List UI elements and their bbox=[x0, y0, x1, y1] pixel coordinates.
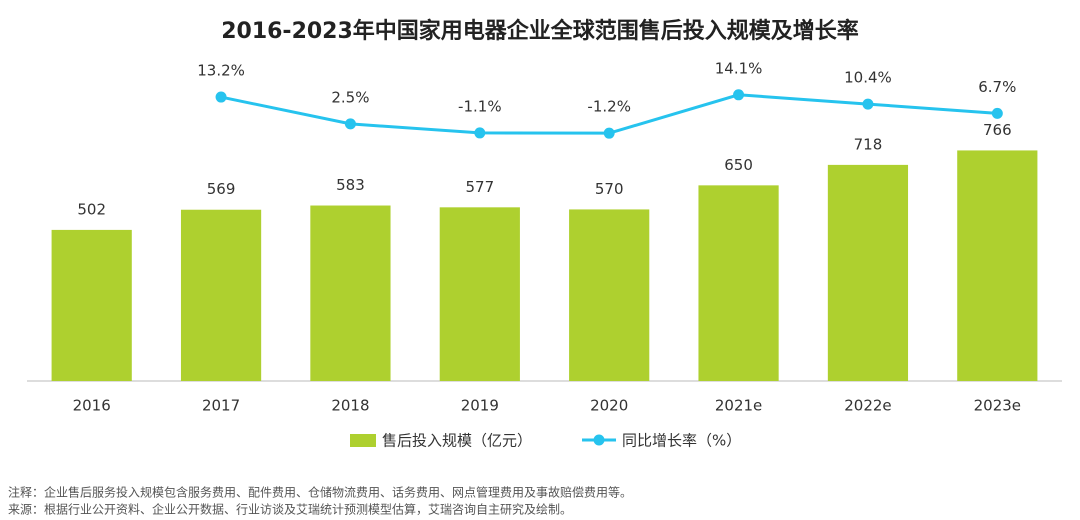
chart-title: 2016-2023年中国家用电器企业全球范围售后投入规模及增长率 bbox=[221, 18, 859, 44]
line-value-label: 14.1% bbox=[715, 59, 763, 77]
bar bbox=[569, 209, 650, 381]
line-point bbox=[215, 91, 227, 103]
bar-value-label: 577 bbox=[465, 178, 494, 196]
line-value-label: 2.5% bbox=[331, 88, 369, 106]
line-value-label: 6.7% bbox=[978, 78, 1016, 96]
x-tick-label: 2019 bbox=[461, 397, 499, 415]
bar bbox=[310, 205, 391, 381]
line-value-label: 10.4% bbox=[844, 69, 892, 87]
x-tick-label: 2022e bbox=[844, 397, 891, 415]
line-value-label: -1.1% bbox=[458, 97, 502, 115]
source: 来源：根据行业公开资料、企业公开数据、行业访谈及艾瑞统计预测模型估算，艾瑞咨询自… bbox=[8, 502, 572, 517]
line-value-label: 13.2% bbox=[197, 62, 245, 80]
x-tick-label: 2016 bbox=[73, 397, 111, 415]
bar bbox=[957, 150, 1038, 381]
bar bbox=[439, 207, 520, 381]
line-point bbox=[474, 127, 486, 139]
line-point bbox=[733, 89, 745, 101]
bar-value-label: 570 bbox=[595, 180, 624, 198]
bar bbox=[698, 185, 779, 381]
x-tick-label: 2020 bbox=[590, 397, 628, 415]
bar-value-label: 569 bbox=[207, 180, 236, 198]
x-tick-label: 2023e bbox=[974, 397, 1021, 415]
bar-value-label: 766 bbox=[983, 121, 1012, 139]
line-point bbox=[862, 98, 874, 110]
bar-value-label: 502 bbox=[77, 200, 106, 218]
x-tick-label: 2018 bbox=[331, 397, 369, 415]
x-tick-label: 2021e bbox=[715, 397, 762, 415]
legend-label: 同比增长率（%） bbox=[622, 432, 741, 450]
bar-value-label: 650 bbox=[724, 156, 753, 174]
line-point bbox=[603, 127, 615, 139]
bar bbox=[827, 164, 909, 381]
legend-swatch bbox=[350, 434, 376, 447]
bar bbox=[180, 209, 262, 381]
line-point bbox=[991, 107, 1003, 119]
bar-value-label: 583 bbox=[336, 176, 365, 194]
bar bbox=[51, 229, 132, 381]
line-value-label: -1.2% bbox=[587, 98, 631, 116]
x-tick-label: 2017 bbox=[202, 397, 240, 415]
line-point bbox=[344, 118, 356, 130]
bar-value-label: 718 bbox=[854, 135, 883, 153]
note: 注释：企业售后服务投入规模包含服务费用、配件费用、仓储物流费用、话务费用、网点管… bbox=[8, 485, 632, 500]
legend-label: 售后投入规模（亿元） bbox=[382, 432, 532, 450]
legend-swatch bbox=[593, 434, 605, 446]
